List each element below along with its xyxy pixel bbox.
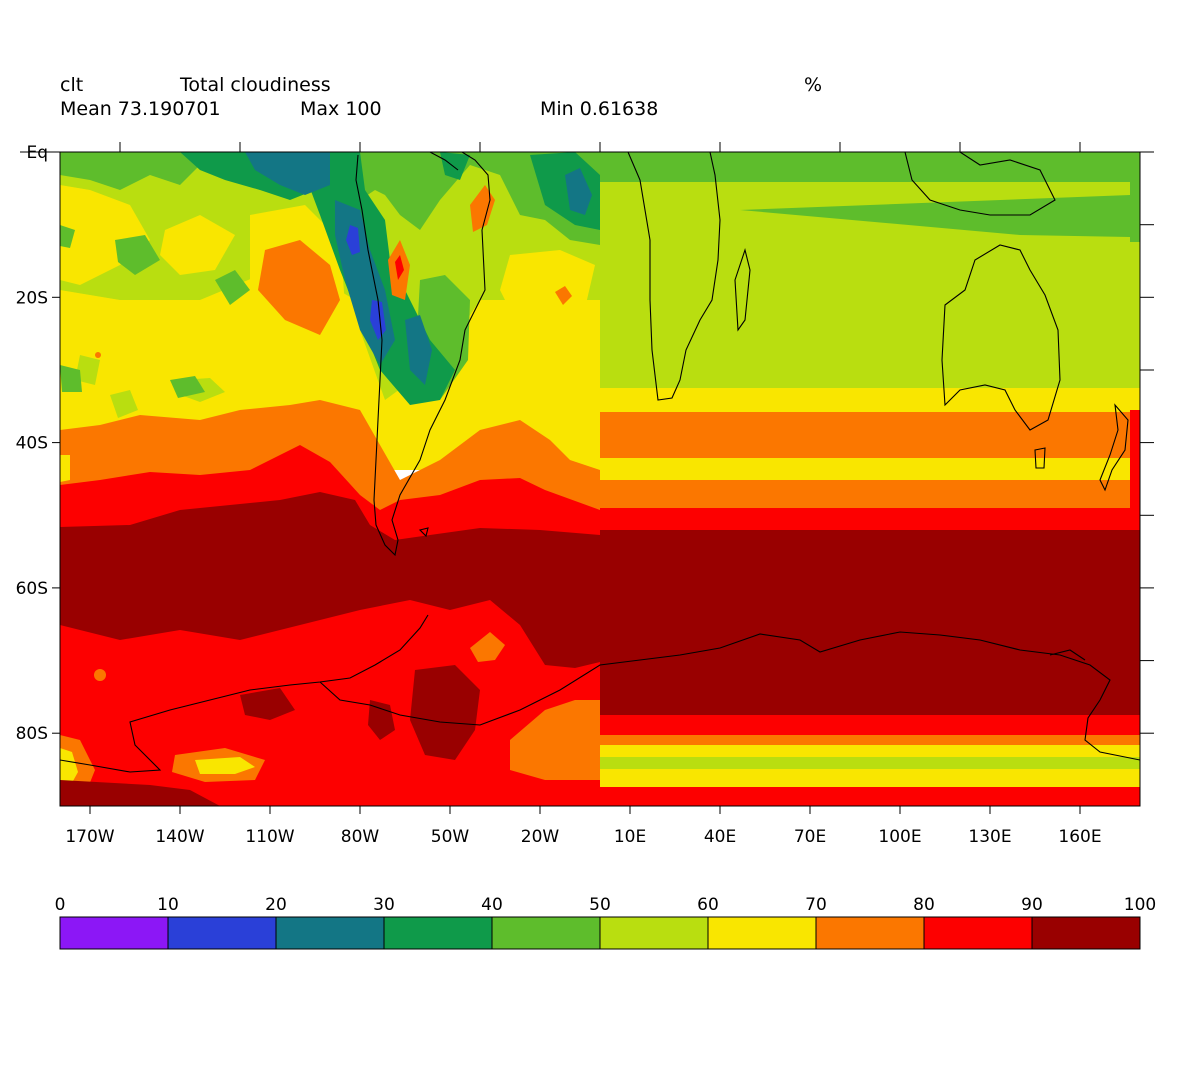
units-label: % xyxy=(804,74,823,96)
colorbar-level-label: 50 xyxy=(589,895,611,915)
lon-tick-label: 170W xyxy=(65,827,114,847)
lon-tick-label: 80W xyxy=(341,827,380,847)
colorbar-level-label: 20 xyxy=(265,895,287,915)
colorbar-swatch xyxy=(59,916,169,950)
colorbar-level-label: 70 xyxy=(805,895,827,915)
variable-name: clt xyxy=(60,74,84,96)
lat-tick-labels: Eq 20S 40S 60S 80S xyxy=(16,143,48,744)
contour-fill xyxy=(60,152,1140,806)
colorbar-level-label: 90 xyxy=(1021,895,1043,915)
lon-tick-label: 20W xyxy=(521,827,560,847)
colorbar-swatch xyxy=(167,916,277,950)
lat-tick-label: Eq xyxy=(26,143,48,163)
lon-tick-label: 40E xyxy=(704,827,736,847)
lon-tick-label: 110W xyxy=(245,827,294,847)
lon-tick-label: 10E xyxy=(614,827,646,847)
lat-tick-label: 20S xyxy=(16,288,48,308)
colorbar xyxy=(59,916,1141,950)
min-label: Min 0.61638 xyxy=(540,98,659,120)
lon-tick-label: 130E xyxy=(968,827,1011,847)
colorbar-level-label: 0 xyxy=(55,895,66,915)
lat-tick-label: 80S xyxy=(16,724,48,744)
colorbar-level-label: 60 xyxy=(697,895,719,915)
colorbar-level-label: 100 xyxy=(1124,895,1156,915)
axis-ticks xyxy=(20,142,1154,814)
colorbar-level-label: 80 xyxy=(913,895,935,915)
colorbar-swatch xyxy=(599,916,709,950)
lon-tick-label: 160E xyxy=(1058,827,1101,847)
colorbar-swatch xyxy=(1031,916,1141,950)
colorbar-swatch xyxy=(491,916,601,950)
colorbar-swatch xyxy=(707,916,817,950)
lon-tick-label: 140W xyxy=(155,827,204,847)
colorbar-swatch xyxy=(815,916,925,950)
colorbar-swatch xyxy=(923,916,1033,950)
max-label: Max 100 xyxy=(300,98,382,120)
lat-tick-label: 60S xyxy=(16,579,48,599)
colorbar-swatch xyxy=(383,916,493,950)
lon-tick-label: 70E xyxy=(794,827,826,847)
variable-long-name: Total cloudiness xyxy=(180,74,331,96)
lon-tick-labels: 170W 140W 110W 80W 50W 20W 10E 40E 70E 100E 130E 16… xyxy=(65,827,1101,847)
lon-tick-label: 100E xyxy=(878,827,921,847)
mean-label: Mean 73.190701 xyxy=(60,98,221,120)
lon-tick-label: 50W xyxy=(431,827,470,847)
colorbar-labels: 0 10 20 30 40 50 60 70 80 90 100 xyxy=(55,895,1157,915)
colorbar-swatch xyxy=(275,916,385,950)
lat-tick-label: 40S xyxy=(16,434,48,454)
colorbar-level-label: 30 xyxy=(373,895,395,915)
colorbar-level-label: 40 xyxy=(481,895,503,915)
coastlines xyxy=(60,152,1140,773)
colorbar-level-label: 10 xyxy=(157,895,179,915)
